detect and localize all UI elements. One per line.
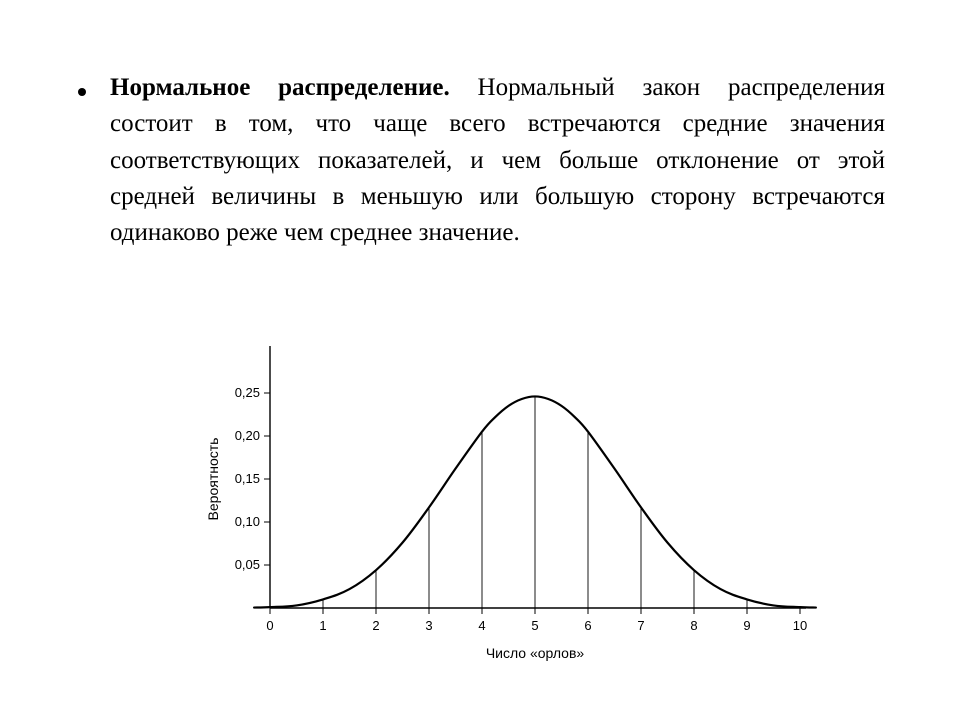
svg-text:Вероятность: Вероятность	[205, 438, 221, 521]
svg-text:0,25: 0,25	[235, 385, 260, 400]
svg-text:8: 8	[690, 618, 697, 633]
svg-text:10: 10	[793, 618, 807, 633]
svg-text:3: 3	[425, 618, 432, 633]
paragraph: Нормальное распределение. Нормальный зак…	[110, 70, 885, 251]
svg-text:5: 5	[531, 618, 538, 633]
svg-text:6: 6	[584, 618, 591, 633]
svg-text:0,20: 0,20	[235, 428, 260, 443]
normal-distribution-chart: 0,05 0,10 0,15 0,20 0,25 0 1 2 3 4 5 6 7 8 9 10 Число «о…	[200, 330, 820, 670]
svg-text:0,15: 0,15	[235, 471, 260, 486]
para-title: Нормальное распределение.	[110, 74, 450, 101]
bullet-dot	[78, 88, 86, 96]
svg-text:Число «орлов»: Число «орлов»	[486, 645, 585, 661]
svg-text:4: 4	[478, 618, 485, 633]
svg-text:0,05: 0,05	[235, 557, 260, 572]
svg-text:0: 0	[266, 618, 273, 633]
svg-text:1: 1	[319, 618, 326, 633]
svg-text:9: 9	[743, 618, 750, 633]
svg-text:2: 2	[372, 618, 379, 633]
svg-text:7: 7	[637, 618, 644, 633]
svg-text:0,10: 0,10	[235, 514, 260, 529]
